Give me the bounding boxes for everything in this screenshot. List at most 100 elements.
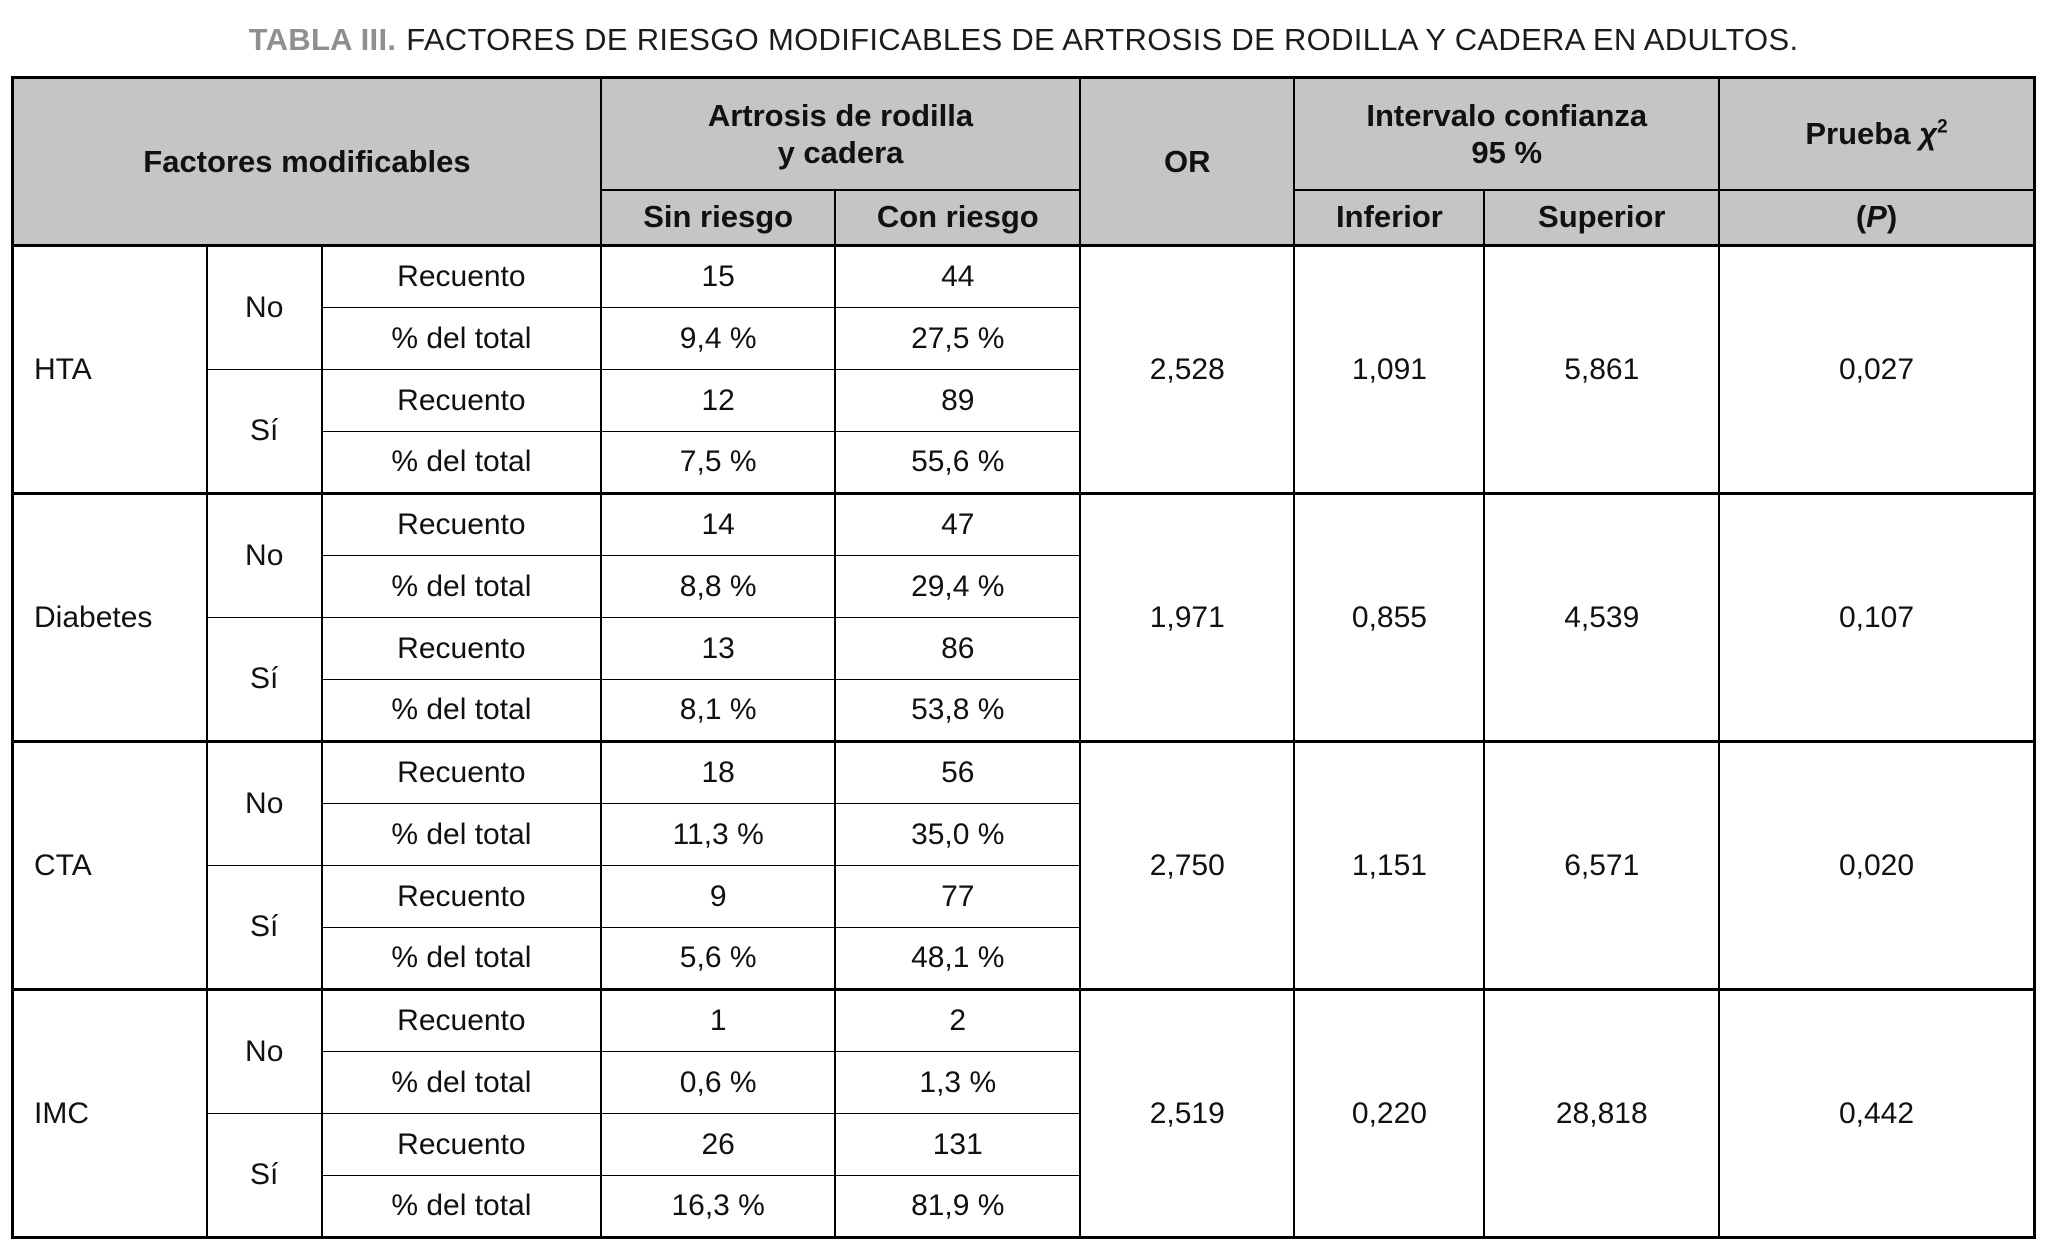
p-paren-close: ) — [1886, 199, 1898, 235]
header-p-value: (P) — [1718, 188, 2036, 247]
recuento-label: Recuento — [320, 865, 602, 928]
table-row: CTA No Recuento 18 56 2,750 1,151 6,571 … — [11, 740, 2036, 990]
ci-inferior-value: 0,220 — [1293, 988, 1486, 1238]
pct-label: % del total — [320, 803, 602, 866]
cell-con-riesgo: 131 — [834, 1113, 1082, 1176]
ci-superior-value: 6,571 — [1483, 740, 1721, 990]
ci-inferior-value: 1,151 — [1293, 740, 1486, 990]
pct-label: % del total — [320, 927, 602, 990]
recuento-label: Recuento — [320, 1113, 602, 1176]
recuento-label: Recuento — [320, 369, 602, 432]
p-value: 0,020 — [1718, 740, 2036, 990]
pct-label: % del total — [320, 679, 602, 742]
cell-con-riesgo: 35,0 % — [834, 803, 1082, 866]
cell-con-riesgo: 29,4 % — [834, 555, 1082, 618]
no-label: No — [205, 740, 323, 866]
si-label: Sí — [205, 617, 323, 742]
cell-con-riesgo: 55,6 % — [834, 431, 1082, 494]
table-row: Sí Recuento 13 86 — [13, 617, 2035, 742]
header-con-riesgo: Con riesgo — [834, 188, 1082, 247]
table-header: Factores modificables Artrosis de rodill… — [11, 76, 2036, 247]
factor-group-imc: IMC No Recuento 1 2 2,519 0,220 28,818 0… — [11, 988, 2036, 1238]
cell-con-riesgo: 48,1 % — [834, 927, 1082, 990]
factor-name: IMC — [11, 988, 208, 1238]
header-sin-riesgo: Sin riesgo — [599, 188, 837, 247]
ci-inferior-value: 1,091 — [1293, 244, 1486, 494]
table-number-label: TABLA III. — [248, 22, 397, 57]
cell-sin-riesgo: 15 — [599, 244, 837, 308]
pct-label: % del total — [320, 555, 602, 618]
prueba-label: Prueba — [1805, 115, 1911, 151]
ci-superior-value: 5,861 — [1483, 244, 1721, 494]
cell-sin-riesgo: 8,8 % — [599, 555, 837, 618]
table-title: TABLA III. FACTORES DE RIESGO MODIFICABLE… — [11, 22, 2036, 58]
p-value: 0,107 — [1718, 492, 2036, 742]
factor-group-cta: CTA No Recuento 18 56 2,750 1,151 6,571 … — [11, 740, 2036, 990]
pct-label: % del total — [320, 1051, 602, 1114]
recuento-label: Recuento — [320, 492, 602, 556]
table-row: IMC No Recuento 1 2 2,519 0,220 28,818 0… — [11, 988, 2036, 1238]
table-row: Diabetes No Recuento 14 47 1,971 0,855 4… — [11, 492, 2036, 742]
recuento-label: Recuento — [320, 740, 602, 804]
p-paren-open: ( — [1855, 199, 1867, 235]
table-row: Sí Recuento 26 131 — [13, 1113, 2035, 1238]
cell-sin-riesgo: 12 — [599, 369, 837, 432]
header-inferior: Inferior — [1293, 188, 1486, 247]
factor-name: CTA — [11, 740, 208, 990]
cell-sin-riesgo: 18 — [599, 740, 837, 804]
cell-sin-riesgo: 8,1 % — [599, 679, 837, 742]
p-value: 0,442 — [1718, 988, 2036, 1238]
recuento-label: Recuento — [320, 988, 602, 1052]
header-or: OR — [1079, 76, 1296, 247]
cell-con-riesgo: 53,8 % — [834, 679, 1082, 742]
cell-con-riesgo: 56 — [834, 740, 1082, 804]
recuento-label: Recuento — [320, 244, 602, 308]
si-label: Sí — [205, 865, 323, 990]
table-title-text: FACTORES DE RIESGO MODIFICABLES DE ARTRO… — [406, 22, 1799, 57]
factor-group-hta: HTA No Recuento 15 44 2,528 1,091 5,861 … — [11, 244, 2036, 494]
cell-con-riesgo: 89 — [834, 369, 1082, 432]
factor-name: HTA — [11, 244, 208, 494]
table-row: % del total 16,3 % 81,9 % — [13, 1175, 2035, 1238]
table-row: % del total 8,8 % 29,4 % — [13, 555, 2035, 618]
header-intervalo-confianza: Intervalo confianza 95 % — [1293, 76, 1721, 191]
cell-con-riesgo: 77 — [834, 865, 1082, 928]
cell-sin-riesgo: 11,3 % — [599, 803, 837, 866]
header-superior: Superior — [1483, 188, 1721, 247]
cell-sin-riesgo: 1 — [599, 988, 837, 1052]
pct-label: % del total — [320, 431, 602, 494]
factor-name: Diabetes — [11, 492, 208, 742]
cell-sin-riesgo: 26 — [599, 1113, 837, 1176]
cell-con-riesgo: 1,3 % — [834, 1051, 1082, 1114]
pct-label: % del total — [320, 307, 602, 370]
factor-group-diabetes: Diabetes No Recuento 14 47 1,971 0,855 4… — [11, 492, 2036, 742]
cell-sin-riesgo: 16,3 % — [599, 1175, 837, 1238]
cell-sin-riesgo: 9,4 % — [599, 307, 837, 370]
or-value: 2,750 — [1079, 740, 1296, 990]
ci-superior-value: 28,818 — [1483, 988, 1721, 1238]
cell-sin-riesgo: 7,5 % — [599, 431, 837, 494]
si-label: Sí — [205, 369, 323, 494]
recuento-label: Recuento — [320, 617, 602, 680]
cell-sin-riesgo: 14 — [599, 492, 837, 556]
chi-symbol: χ — [1919, 115, 1937, 151]
chi-exponent: 2 — [1937, 116, 1948, 138]
cell-sin-riesgo: 9 — [599, 865, 837, 928]
table-row: % del total 7,5 % 55,6 % — [13, 431, 2035, 494]
or-value: 2,528 — [1079, 244, 1296, 494]
table-row: HTA No Recuento 15 44 2,528 1,091 5,861 … — [11, 244, 2036, 494]
p-letter: P — [1866, 199, 1887, 235]
cell-con-riesgo: 2 — [834, 988, 1082, 1052]
no-label: No — [205, 492, 323, 618]
ci-superior-value: 4,539 — [1483, 492, 1721, 742]
no-label: No — [205, 988, 323, 1114]
table-row: Sí Recuento 9 77 — [13, 865, 2035, 990]
header-artrosis-rodilla-cadera: Artrosis de rodilla y cadera — [599, 76, 1082, 191]
ci-inferior-value: 0,855 — [1293, 492, 1486, 742]
cell-sin-riesgo: 0,6 % — [599, 1051, 837, 1114]
cell-con-riesgo: 44 — [834, 244, 1082, 308]
header-factores-modificables: Factores modificables — [11, 76, 602, 247]
header-prueba-chi2: Prueba χ2 — [1718, 76, 2036, 191]
table-row: % del total 11,3 % 35,0 % — [13, 803, 2035, 866]
